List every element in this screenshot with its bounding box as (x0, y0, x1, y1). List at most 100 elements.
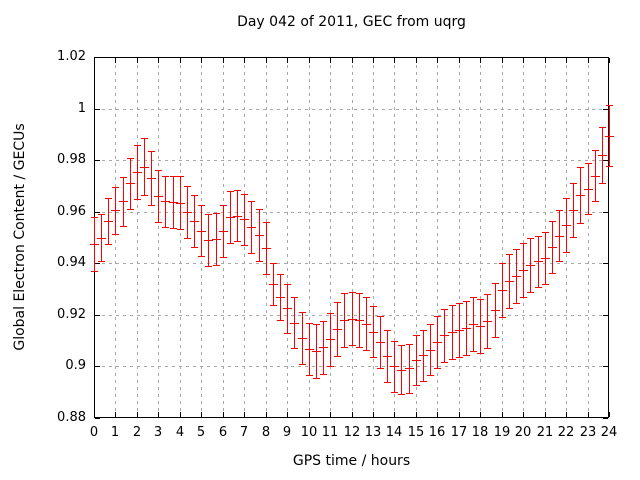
x-axis-tick (223, 58, 224, 63)
x-axis-tick (545, 412, 546, 417)
error-bar-cap-bottom (112, 234, 119, 235)
x-axis-tick (373, 58, 374, 63)
data-point-marker (161, 201, 170, 202)
error-bar-cap-bottom (320, 374, 327, 375)
error-bar-cap-top (606, 105, 613, 106)
error-bar-cap-bottom (592, 201, 599, 202)
error-bar-line (165, 176, 166, 228)
x-axis-tick (373, 412, 374, 417)
error-bar-cap-top (420, 330, 427, 331)
x-axis-tick (158, 412, 159, 417)
x-axis-tick (244, 412, 245, 417)
grid-line-vertical (330, 58, 331, 417)
x-tick-label: 22 (557, 425, 575, 440)
grid-line-horizontal (95, 160, 608, 161)
error-bar-cap-top (398, 345, 405, 346)
x-tick-label: 6 (218, 425, 228, 440)
error-bar-cap-top (284, 284, 291, 285)
error-bar-cap-top (191, 195, 198, 196)
data-point-marker (483, 321, 492, 322)
error-bar-cap-top (463, 301, 470, 302)
x-axis-tick (309, 58, 310, 63)
grid-line-vertical (588, 58, 589, 417)
y-axis-tick (95, 109, 100, 110)
error-bar-line (444, 309, 445, 363)
data-point-marker (319, 347, 328, 348)
data-point-marker (204, 240, 213, 241)
x-tick-label: 10 (300, 425, 318, 440)
x-tick-label: 21 (536, 425, 554, 440)
error-bar-cap-bottom (506, 308, 513, 309)
error-bar-cap-top (341, 293, 348, 294)
data-point-marker (183, 212, 192, 213)
error-bar-cap-top (170, 176, 177, 177)
error-bar-cap-top (148, 151, 155, 152)
error-bar-cap-bottom (341, 347, 348, 348)
grid-line-vertical (480, 58, 481, 417)
error-bar-cap-top (592, 150, 599, 151)
error-bar-line (423, 330, 424, 382)
x-axis-label: GPS time / hours (292, 453, 411, 469)
error-bar-line (115, 187, 116, 235)
error-bar-cap-top (377, 316, 384, 317)
data-point-marker (491, 310, 500, 311)
x-axis-tick (459, 412, 460, 417)
error-bar-cap-bottom (327, 366, 334, 367)
error-bar-cap-bottom (384, 382, 391, 383)
error-bar-cap-bottom (177, 229, 184, 230)
error-bar-cap-bottom (291, 348, 298, 349)
chart-title: Day 042 of 2011, GEC from uqrg (237, 14, 466, 30)
error-bar-cap-top (220, 205, 227, 206)
error-bar-cap-bottom (155, 222, 162, 223)
error-bar-cap-bottom (356, 347, 363, 348)
x-tick-label: 12 (343, 425, 361, 440)
error-bar-cap-top (112, 187, 119, 188)
data-point-marker (212, 239, 221, 240)
error-bar-cap-top (577, 167, 584, 168)
data-point-marker (140, 167, 149, 168)
y-axis-tick (603, 263, 608, 264)
error-bar-cap-top (520, 243, 527, 244)
error-bar-cap-top (227, 191, 234, 192)
x-tick-label: 9 (282, 425, 292, 440)
x-tick-label: 24 (600, 425, 618, 440)
error-bar-cap-top (127, 158, 134, 159)
y-axis-tick (603, 366, 608, 367)
data-point-marker (247, 227, 256, 228)
data-point-marker (111, 210, 120, 211)
x-axis-tick (545, 58, 546, 63)
error-bar-cap-top (542, 232, 549, 233)
error-bar-cap-top (277, 274, 284, 275)
y-axis-tick (95, 160, 100, 161)
error-bar-cap-top (213, 213, 220, 214)
error-bar-cap-top (492, 283, 499, 284)
error-bar-cap-top (327, 313, 334, 314)
x-axis-tick (94, 58, 95, 63)
error-bar-line (394, 341, 395, 393)
error-bar-cap-top (556, 210, 563, 211)
error-bar-cap-bottom (585, 214, 592, 215)
data-point-marker (390, 366, 399, 367)
data-point-marker (476, 326, 485, 327)
x-axis-tick (566, 58, 567, 63)
error-bar-cap-bottom (377, 368, 384, 369)
data-point-marker (290, 323, 299, 324)
x-axis-tick (201, 412, 202, 417)
error-bar-cap-bottom (349, 345, 356, 346)
error-bar-cap-top (155, 170, 162, 171)
data-point-marker (348, 319, 357, 320)
data-point-marker (505, 281, 514, 282)
data-point-marker (526, 265, 535, 266)
data-point-marker (598, 155, 607, 156)
grid-line-horizontal (95, 212, 608, 213)
error-bar-cap-bottom (220, 257, 227, 258)
data-point-marker (255, 235, 264, 236)
error-bar-cap-bottom (241, 245, 248, 246)
x-axis-tick (266, 58, 267, 63)
error-bar-cap-bottom (256, 261, 263, 262)
error-bar-cap-top (513, 249, 520, 250)
error-bar-cap-top (535, 236, 542, 237)
y-tick-label: 1.02 (57, 49, 86, 64)
error-bar-cap-top (334, 302, 341, 303)
x-tick-label: 17 (450, 425, 468, 440)
